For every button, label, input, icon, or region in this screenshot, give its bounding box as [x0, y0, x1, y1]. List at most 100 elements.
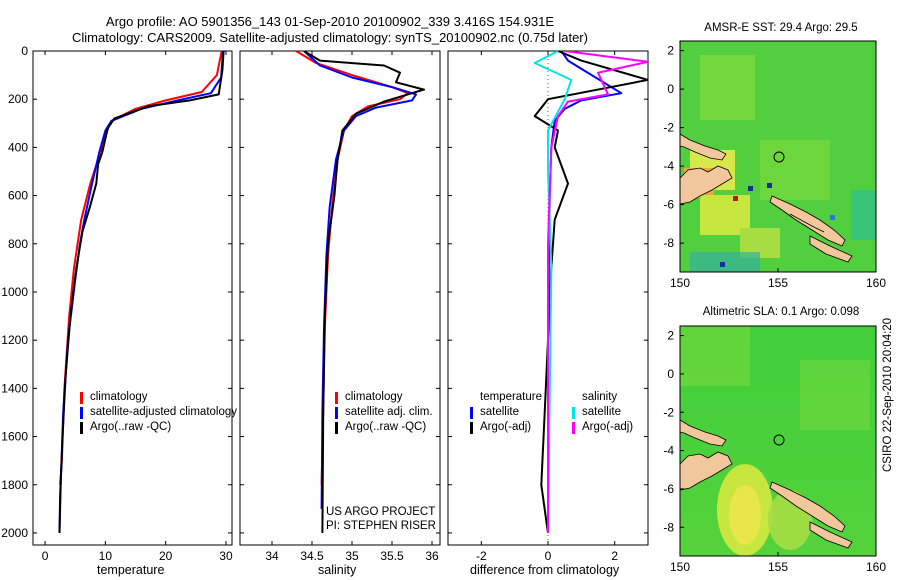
x-tick-label: 2 [611, 549, 618, 563]
temperature-axis-ticks: 0 10 20 30 0 200 400 600 800 1000 1200 1400 1600 1800… [1, 44, 233, 563]
sst-argo-position-marker [773, 151, 785, 163]
series-line [533, 51, 573, 534]
map-x-tick-label: 155 [768, 276, 788, 290]
sla-map: 150 155 160 2 0 -2 -4 -6 -8 [663, 325, 886, 574]
legend-swatch [335, 422, 338, 434]
salinity-axis-ticks: 34 34.5 35 35.5 36 [240, 50, 440, 563]
x-tick-label: 10 [99, 549, 113, 563]
series-line [547, 51, 648, 533]
legend-swatch [80, 407, 83, 419]
map-y-tick-label: -4 [663, 444, 674, 458]
figure-title-line2: Climatology: CARS2009. Satellite-adjuste… [72, 30, 588, 45]
sst-land-new-britain [679, 165, 733, 205]
y-tick-label: 1200 [1, 333, 28, 347]
map-x-tick-label: 150 [670, 276, 690, 290]
y-tick-label: 200 [8, 92, 28, 106]
y-tick-label: 800 [8, 237, 28, 251]
map-x-tick-label: 160 [866, 276, 886, 290]
legend-label: Argo(..raw -QC) [90, 421, 172, 433]
y-tick-label: 1000 [1, 285, 28, 299]
legend-swatch [80, 422, 83, 434]
map-y-tick-label: 2 [667, 44, 674, 58]
legend-label: Argo(-adj) [480, 421, 532, 433]
legend-swatch [80, 392, 83, 404]
difference-axis-ticks: -2 0 2 [448, 50, 648, 563]
legend-swatch [335, 407, 338, 419]
sla-map-ticks: 150 155 160 2 0 -2 -4 -6 -8 [663, 329, 886, 574]
figure-title-line1: Argo profile: AO 5901356_143 01-Sep-2010… [105, 14, 555, 29]
map-y-tick-label: 0 [667, 82, 674, 96]
x-tick-label: 36 [425, 549, 439, 563]
legend-label: satellite [480, 406, 519, 418]
legend-item-climatology: climatology [80, 390, 237, 405]
salinity-axis-label: salinity [318, 563, 357, 577]
legend-item-argo: Argo(-adj) [470, 420, 542, 435]
x-tick-label: 35 [345, 549, 359, 563]
legend-swatch [335, 392, 338, 404]
map-y-tick-label: -8 [663, 236, 674, 250]
legend-label: satellite-adjusted climatology [90, 406, 238, 418]
legend-label: climatology [345, 391, 403, 403]
legend-item-argo: Argo(..raw -QC) [80, 420, 237, 435]
salinity-panel: 34 34.5 35 35.5 36 [239, 50, 441, 563]
map-x-tick-label: 155 [768, 560, 788, 574]
legend-item-satellite: satellite-adjusted climatology [80, 405, 237, 420]
legend-item-argo: Argo(-adj) [572, 420, 633, 435]
legend-label: satellite adj. clim. [345, 406, 433, 418]
sst-land-solomons [769, 195, 846, 247]
difference-temperature-legend: temperature satellite Argo(-adj) [470, 390, 542, 435]
sla-map-title: Altimetric SLA: 0.1 Argo: 0.098 [702, 306, 860, 318]
legend-heading-temperature: temperature [480, 391, 543, 403]
temperature-axis-label: temperature [97, 563, 165, 577]
y-tick-label: 1400 [1, 381, 28, 395]
map-y-tick-label: 0 [667, 367, 674, 381]
legend-item-satellite: satellite [470, 405, 542, 420]
x-tick-label: -2 [476, 549, 487, 563]
project-name: US ARGO PROJECT [326, 506, 436, 518]
map-y-tick-label: -4 [663, 159, 674, 173]
map-y-tick-label: 2 [667, 329, 674, 343]
legend-label: climatology [90, 391, 148, 403]
salinity-series [295, 51, 425, 534]
map-y-tick-label: -2 [663, 121, 674, 135]
temperature-panel: 0 10 20 30 0 200 400 600 800 1000 1200 1400 1600 1800… [1, 44, 233, 563]
map-y-tick-label: -6 [663, 198, 674, 212]
legend-swatch [572, 407, 575, 419]
legend-swatch [470, 422, 473, 434]
sst-map: 150 155 160 2 0 -2 -4 -6 -8 [663, 40, 886, 290]
legend-item-satellite: satellite adj. clim. [335, 405, 433, 420]
x-tick-label: 34.5 [300, 549, 324, 563]
x-tick-label: 0 [42, 549, 49, 563]
legend-item-climatology: climatology [335, 390, 433, 405]
sst-land-new-ireland [679, 133, 727, 161]
temperature-series [58, 51, 225, 534]
project-note: US ARGO PROJECT PI: STEPHEN RISER [326, 505, 436, 533]
map-x-tick-label: 150 [670, 560, 690, 574]
temperature-legend: climatology satellite-adjusted climatolo… [80, 390, 237, 435]
legend-label: Argo(..raw -QC) [345, 421, 427, 433]
legend-swatch [470, 407, 473, 419]
map-y-tick-label: -8 [663, 520, 674, 534]
salinity-legend: climatology satellite adj. clim. Argo(..… [335, 390, 433, 435]
difference-panel: -2 0 2 [447, 50, 649, 563]
series-line [533, 51, 648, 534]
salinity-axes-frame [239, 50, 441, 546]
x-tick-label: 20 [159, 549, 173, 563]
y-tick-label: 600 [8, 189, 28, 203]
difference-salinity-legend: salinity satellite Argo(-adj) [572, 390, 633, 435]
y-tick-label: 2000 [1, 526, 28, 540]
series-line [58, 51, 225, 534]
series-line [303, 51, 425, 534]
temperature-axes-frame [32, 50, 233, 546]
map-x-tick-label: 160 [866, 560, 886, 574]
map-y-tick-label: -6 [663, 482, 674, 496]
legend-swatch [572, 422, 575, 434]
sst-map-ticks: 150 155 160 2 0 -2 -4 -6 -8 [663, 44, 886, 290]
legend-item-satellite: satellite [572, 405, 633, 420]
legend-label: Argo(-adj) [582, 421, 634, 433]
sst-map-title: AMSR-E SST: 29.4 Argo: 29.5 [704, 22, 858, 34]
sla-land-solomons [769, 481, 846, 533]
x-tick-label: 35.5 [380, 549, 404, 563]
project-pi: PI: STEPHEN RISER [326, 520, 436, 532]
